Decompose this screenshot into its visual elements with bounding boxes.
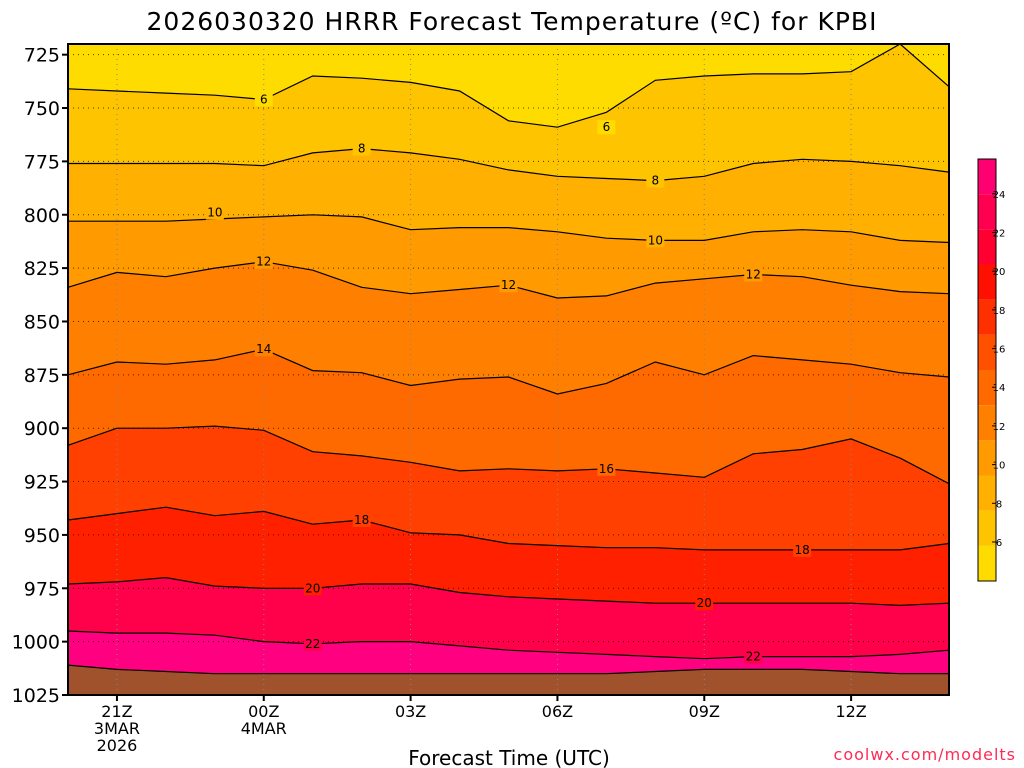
colorbar-segment (978, 545, 996, 581)
colorbar-label: 6 (996, 538, 1002, 549)
y-tick-label: 800 (24, 205, 60, 227)
contour-line-14 (67, 348, 950, 395)
colorbar-segment (978, 370, 996, 406)
credit-text[interactable]: coolwx.com/modelts (834, 745, 1016, 764)
contour-label: 16 (599, 462, 614, 476)
contour-line-6 (67, 43, 950, 128)
contour-label: 10 (648, 233, 663, 247)
y-tick-label: 875 (24, 365, 60, 387)
contour-label: 6 (260, 92, 268, 106)
colorbar-label: 8 (996, 499, 1002, 510)
y-tick-label: 775 (24, 151, 60, 173)
contour-line-24 (67, 664, 949, 675)
y-tick-label: 925 (24, 472, 60, 494)
x-tick-label: 4MAR (241, 719, 287, 738)
chart-title: 2026030320 HRRR Forecast Temperature (ºC… (147, 7, 878, 36)
colorbar-segment (978, 440, 996, 476)
y-tick-label: 1000 (12, 632, 60, 654)
contour-label: 22 (746, 650, 761, 664)
colorbar-label: 18 (993, 306, 1006, 317)
contour-label: 12 (501, 278, 516, 292)
contour-label-bg (597, 120, 616, 135)
x-tick-label: 09Z (689, 702, 720, 721)
contour-label-bg (646, 173, 665, 188)
contour-label-bg (744, 649, 763, 664)
colorbar-label: 12 (993, 422, 1006, 433)
colorbar-segment (978, 264, 996, 300)
contour-label-bg (254, 254, 273, 269)
contour-label-bg (499, 278, 518, 293)
y-tick-label: 750 (24, 98, 60, 120)
contour-label: 12 (746, 268, 761, 282)
contour-label: 20 (697, 596, 712, 610)
contour-label-bg (303, 581, 322, 596)
colorbar-label: 20 (993, 267, 1006, 278)
contour-label: 8 (358, 142, 366, 156)
x-tick-label: 21Z (101, 702, 132, 721)
contour-line-20 (67, 576, 950, 607)
contour-line-8 (68, 147, 950, 182)
y-tick-label: 1025 (12, 685, 60, 707)
x-tick-label: 2026 (97, 736, 138, 755)
colorbar-label: 24 (993, 190, 1006, 201)
contour-label-bg (254, 342, 273, 357)
contour-label-layer: 6 6 8 8 10 10 12 12 12 14 16 18 18 20 20 22 22 (205, 92, 812, 664)
contour-label-bg (352, 512, 371, 527)
colorbar-label: 14 (993, 383, 1006, 394)
contour-label: 10 (207, 206, 222, 220)
contour-line-16 (67, 425, 950, 485)
colorbar-segment (978, 299, 996, 335)
colorbar-segment (978, 405, 996, 441)
contour-line-22 (67, 630, 950, 660)
y-axis: 725 750 775 800 825 850 875 900 925 950 975 1000 102… (12, 45, 68, 707)
y-tick-label: 900 (24, 418, 60, 440)
x-tick-label: 3MAR (94, 719, 140, 738)
y-tick-label: 725 (24, 45, 60, 67)
y-tick-label: 825 (24, 258, 60, 280)
contour-label: 6 (603, 120, 611, 134)
x-tick-label: 12Z (835, 702, 866, 721)
contour-label: 22 (305, 637, 320, 651)
contour-label-bg (254, 92, 273, 107)
colorbar-label: 22 (993, 228, 1006, 239)
colorbar: 6 8 10 12 14 16 18 20 22 24 (977, 158, 1006, 582)
y-tick-label: 950 (24, 525, 60, 547)
contour-label-bg (695, 596, 714, 611)
contour-label: 20 (305, 581, 320, 595)
x-tick-label: 06Z (542, 702, 573, 721)
colorbar-segment (978, 510, 996, 546)
contour-label: 8 (652, 174, 660, 188)
contour-label-bg (303, 636, 322, 651)
contour-label-bg (205, 205, 224, 220)
contour-label: 18 (795, 543, 810, 557)
contour-label-bg (744, 267, 763, 282)
contour-label: 12 (256, 255, 271, 269)
colorbar-label: 10 (993, 461, 1006, 472)
x-tick-label: 00Z (248, 702, 279, 721)
contour-label: 14 (256, 342, 271, 356)
colorbar-segment (978, 194, 996, 230)
contour-fill-layer (68, 44, 949, 695)
y-tick-label: 850 (24, 311, 60, 333)
contour-label-bg (646, 233, 665, 248)
contour-label-bg (597, 461, 616, 476)
contour-label-bg (352, 141, 371, 156)
colorbar-frame (977, 158, 997, 582)
colorbar-segment (978, 229, 996, 265)
colorbar-segment (978, 334, 996, 370)
band-6 (68, 44, 949, 128)
colorbar-label: 16 (993, 345, 1006, 356)
colorbar-segment (978, 475, 996, 511)
x-axis-label: Forecast Time (UTC) (408, 746, 610, 768)
contour-label: 18 (354, 513, 369, 527)
contour-label-bg (793, 542, 812, 557)
x-tick-label: 03Z (395, 702, 426, 721)
y-tick-label: 975 (24, 578, 60, 600)
plot-frame (67, 43, 950, 696)
colorbar-segment (978, 159, 996, 195)
